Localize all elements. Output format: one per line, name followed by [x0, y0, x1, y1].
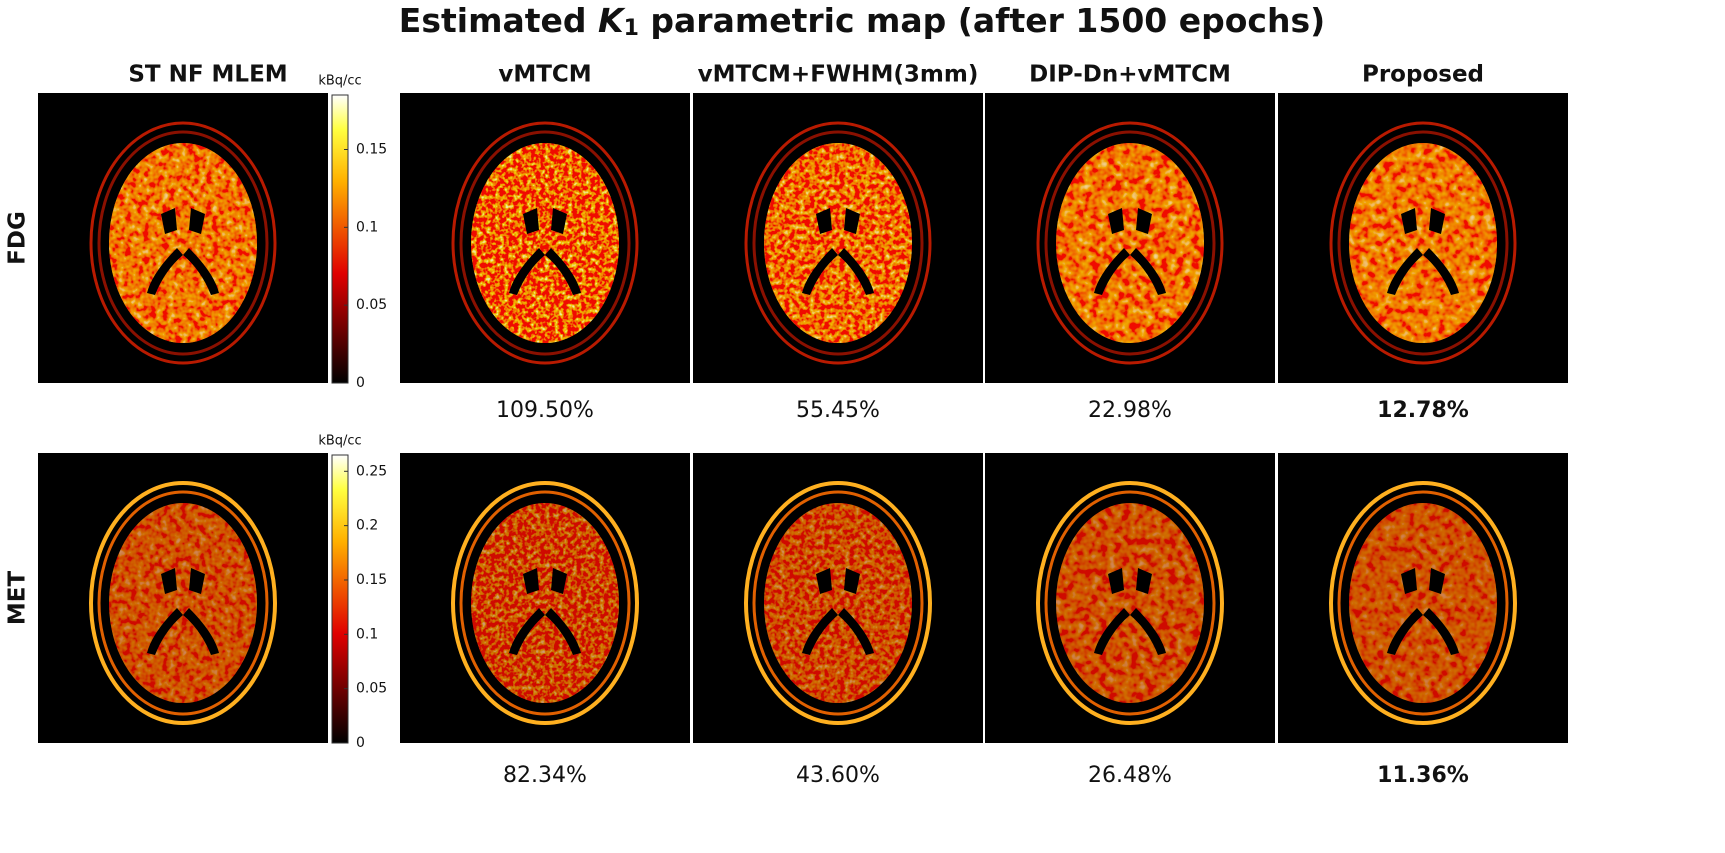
skull-ring	[97, 130, 269, 356]
brain-texture	[109, 503, 257, 703]
ventricles	[509, 568, 581, 655]
ventricles	[802, 568, 874, 655]
colorbar	[331, 94, 349, 384]
colorbar-tick-label: 0.15	[356, 572, 387, 588]
skull-ring	[744, 121, 932, 365]
skull-ring	[89, 121, 277, 365]
brain	[109, 143, 257, 343]
brain-texture	[764, 143, 912, 343]
brain-texture	[1349, 503, 1497, 703]
error-label: 22.98%	[1088, 398, 1172, 423]
brain-texture	[764, 503, 912, 703]
brain	[1056, 503, 1204, 703]
ventricles	[147, 568, 219, 655]
brain	[109, 503, 257, 703]
error-label: 11.36%	[1377, 763, 1469, 788]
colorbar-tick-label: 0.15	[356, 141, 387, 157]
colorbar-tick-label: 0	[356, 735, 365, 751]
ventricles	[509, 208, 581, 295]
title-symbol: K	[598, 1, 626, 40]
error-label: 12.78%	[1377, 398, 1469, 423]
brain-texture	[471, 503, 619, 703]
ventricles	[1094, 568, 1166, 655]
skull-ring	[1337, 130, 1509, 356]
row-label: FDG	[5, 211, 31, 265]
colorbar-tick-label: 0.1	[356, 626, 378, 642]
column-header: ST NF MLEM	[128, 62, 287, 88]
skull-ring	[744, 481, 932, 725]
column-header: DIP-Dn+vMTCM	[1029, 62, 1231, 88]
title-after: parametric map (after 1500 epochs)	[650, 1, 1325, 40]
skull-ring	[451, 481, 639, 725]
colorbar-tick-label: 0.2	[356, 518, 378, 534]
ventricles	[1094, 208, 1166, 295]
error-label: 82.34%	[503, 763, 587, 788]
brain	[1056, 143, 1204, 343]
brain-texture	[1349, 143, 1497, 343]
colorbar-unit: kBq/cc	[318, 434, 361, 449]
brain-texture	[1056, 143, 1204, 343]
colorbar-tick-label: 0.05	[356, 297, 387, 313]
ventricles	[802, 208, 874, 295]
brain-texture	[109, 143, 257, 343]
figure-title: Estimated K1 parametric map (after 1500 …	[399, 1, 1325, 42]
row-label: MET	[5, 571, 31, 626]
brain	[1349, 143, 1497, 343]
ventricles	[1387, 208, 1459, 295]
error-label: 43.60%	[796, 763, 880, 788]
colorbar-tick-label: 0	[356, 375, 365, 391]
skull-ring	[1337, 490, 1509, 716]
colorbar-tick-label: 0.05	[356, 681, 387, 697]
error-label: 26.48%	[1088, 763, 1172, 788]
skull-ring	[89, 481, 277, 725]
brain-texture	[471, 143, 619, 343]
skull-ring	[459, 490, 631, 716]
skull-ring	[1044, 130, 1216, 356]
brain	[764, 143, 912, 343]
skull-ring	[1044, 490, 1216, 716]
title-before: Estimated	[399, 1, 587, 40]
skull-ring	[1329, 121, 1517, 365]
skull-ring	[1329, 481, 1517, 725]
error-label: 109.50%	[496, 398, 594, 423]
skull-ring	[97, 490, 269, 716]
colorbar	[331, 454, 349, 744]
skull-ring	[752, 490, 924, 716]
column-header: Proposed	[1362, 62, 1484, 88]
brain	[471, 503, 619, 703]
brain-texture	[1056, 503, 1204, 703]
skull-ring	[752, 130, 924, 356]
brain	[471, 143, 619, 343]
skull-ring	[1036, 481, 1224, 725]
skull-ring	[459, 130, 631, 356]
ventricles	[1387, 568, 1459, 655]
brain	[1349, 503, 1497, 703]
ventricles	[147, 208, 219, 295]
column-header: vMTCM+FWHM(3mm)	[698, 62, 979, 88]
colorbar-tick-label: 0.1	[356, 219, 378, 235]
error-label: 55.45%	[796, 398, 880, 423]
brain	[764, 503, 912, 703]
title-subscript: 1	[624, 16, 639, 41]
colorbar-unit: kBq/cc	[318, 74, 361, 89]
column-header: vMTCM	[498, 62, 591, 88]
colorbar-tick-label: 0.25	[356, 463, 387, 479]
skull-ring	[451, 121, 639, 365]
skull-ring	[1036, 121, 1224, 365]
